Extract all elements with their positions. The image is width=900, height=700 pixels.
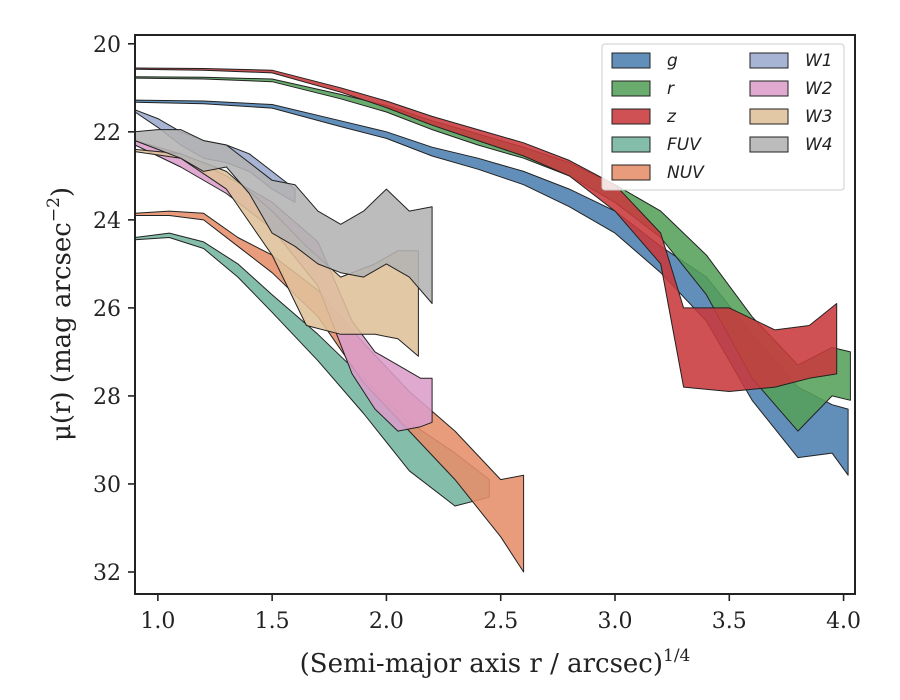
y-tick-label: 32 bbox=[93, 561, 121, 586]
legend-swatch-z bbox=[611, 108, 651, 125]
x-tick-label: 3.5 bbox=[712, 609, 747, 634]
y-axis-label: μ(r) (mag arcsec−2) bbox=[44, 187, 77, 441]
legend-label-NUV: NUV bbox=[667, 163, 705, 183]
series-band-z bbox=[134, 67, 838, 392]
legend-label-g: g bbox=[667, 51, 678, 71]
legend-label-FUV: FUV bbox=[667, 135, 702, 155]
legend-label-z: z bbox=[666, 107, 677, 127]
x-tick-label: 2.0 bbox=[369, 609, 404, 634]
legend-swatch-W4 bbox=[749, 136, 789, 153]
x-tick-label: 3.0 bbox=[598, 609, 633, 634]
y-tick-label: 24 bbox=[93, 209, 121, 234]
x-tick-label: 2.5 bbox=[483, 609, 518, 634]
y-tick-label: 20 bbox=[93, 33, 121, 58]
series-band-W4 bbox=[134, 129, 433, 304]
series-layer bbox=[134, 67, 851, 573]
plot-frame bbox=[134, 34, 856, 595]
legend-swatch-NUV bbox=[611, 164, 651, 181]
legend-swatch-FUV bbox=[611, 136, 651, 153]
x-axis-label-main: (Semi-major axis r / arcsec) bbox=[300, 649, 663, 679]
legend-label-W3: W3 bbox=[805, 107, 833, 127]
x-axis-label-exponent: 1/4 bbox=[663, 646, 690, 666]
series-band-NUV bbox=[134, 210, 525, 573]
legend-label-W4: W4 bbox=[805, 135, 833, 155]
ticks-layer: 1.0 1.5 2.0 2.5 3.0 3.5 4.0 20 22 24 26 28 30 32 bbox=[93, 33, 861, 634]
y-axis-label-exponent: −2 bbox=[44, 197, 64, 222]
y-tick-label: 22 bbox=[93, 121, 121, 146]
y-tick-label: 28 bbox=[93, 385, 121, 410]
y-axis-label-main: μ(r) (mag arcsec bbox=[47, 222, 77, 441]
y-tick-label: 26 bbox=[93, 297, 121, 322]
legend: grz FUV NUV W1 W2 W3 W4 bbox=[601, 43, 845, 191]
x-tick-label: 1.0 bbox=[140, 609, 175, 634]
x-tick-label: 1.5 bbox=[255, 609, 290, 634]
legend-swatch-r bbox=[611, 80, 651, 97]
legend-label-W2: W2 bbox=[805, 79, 833, 99]
x-axis-label: (Semi-major axis r / arcsec)1/4 bbox=[300, 646, 691, 679]
x-tick-label: 4.0 bbox=[826, 609, 861, 634]
legend-label-r: r bbox=[667, 79, 675, 99]
y-tick-label: 30 bbox=[93, 473, 121, 498]
y-axis-label-suffix: ) bbox=[47, 187, 77, 197]
legend-swatch-W3 bbox=[749, 108, 789, 125]
legend-swatch-W1 bbox=[749, 52, 789, 69]
legend-label-W1: W1 bbox=[805, 51, 833, 71]
legend-swatch-W2 bbox=[749, 80, 789, 97]
legend-swatch-g bbox=[611, 52, 651, 69]
